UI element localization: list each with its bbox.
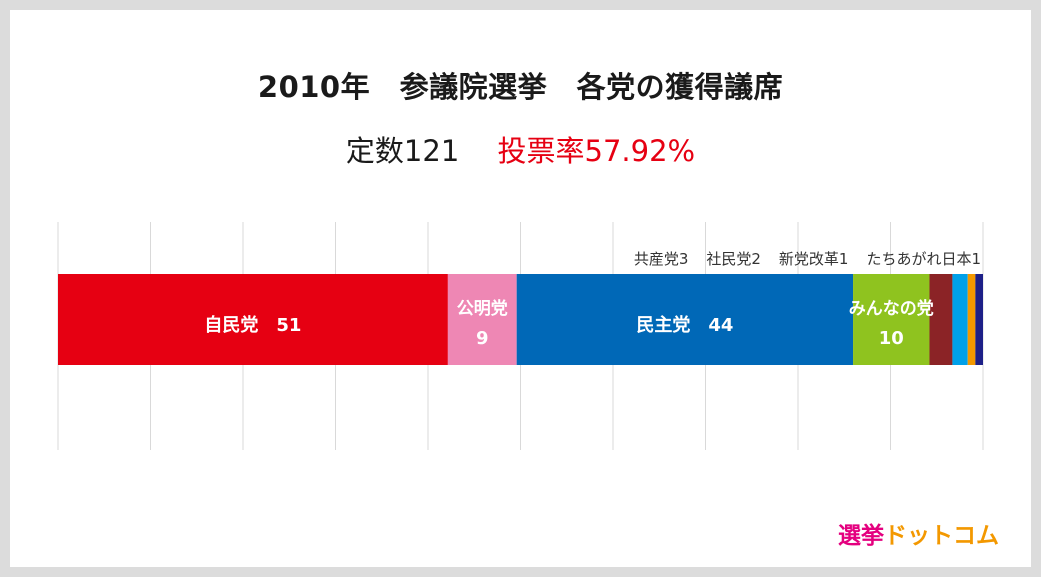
segment-label: 民主党 44 bbox=[636, 314, 733, 336]
segment-label-name: みんなの党 bbox=[849, 298, 934, 319]
logo-text-senkyo: 選挙 bbox=[838, 523, 884, 549]
small-party-label: たちあがれ日本1 bbox=[866, 250, 981, 268]
bar-segment-3 bbox=[853, 274, 930, 365]
small-party-label: 共産党3 bbox=[634, 250, 689, 268]
segment-labels: 自民党 51 公明党 9 民主党 44 みんなの党 10 共産党3 社民党2 新党改革1 たちあが… bbox=[204, 250, 981, 349]
chart-title: 2010年 参議院選挙 各党の獲得議席 bbox=[257, 70, 784, 104]
bar-segment-1 bbox=[447, 274, 517, 365]
segment-label-value: 10 bbox=[879, 328, 904, 349]
bar-segment-5 bbox=[952, 274, 968, 365]
segment-label: 自民党 51 bbox=[204, 314, 301, 336]
turnout-text: 投票率57.92% bbox=[497, 134, 696, 168]
chart-subtitle: 定数121 投票率57.92% bbox=[0, 128, 1041, 170]
segment-label-value: 9 bbox=[476, 328, 489, 349]
seat-total-text: 定数121 bbox=[345, 134, 460, 168]
bar-segment-7 bbox=[975, 274, 983, 365]
small-party-label: 新党改革1 bbox=[779, 250, 849, 268]
small-party-label: 社民党2 bbox=[706, 250, 761, 268]
bar-segment-6 bbox=[967, 274, 976, 365]
bar-segments bbox=[58, 274, 983, 365]
bar-segment-4 bbox=[929, 274, 953, 365]
logo-text-dotcom: ドットコム bbox=[884, 523, 999, 549]
bar-segment-2 bbox=[516, 274, 854, 365]
segment-label-name: 公明党 bbox=[457, 298, 508, 319]
site-logo: 選挙ドットコム bbox=[838, 516, 999, 550]
bar-segment-0 bbox=[58, 274, 448, 365]
